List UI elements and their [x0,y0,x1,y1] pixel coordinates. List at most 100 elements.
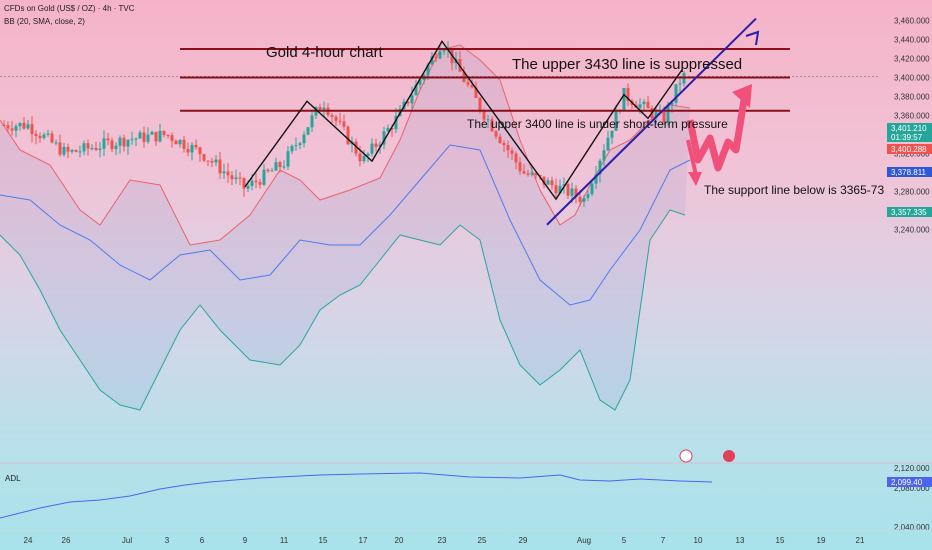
candle-body [282,166,286,168]
candle-body [642,101,646,105]
candle-body [262,169,266,185]
candle-body [586,194,590,198]
candle-body [290,145,294,152]
indicator-header[interactable]: BB (20, SMA, close, 2) [4,17,85,26]
price-tick-label: 3,440.000 [894,36,930,45]
candle-body [666,104,670,123]
candle-body [270,170,274,172]
candle-body [482,110,486,120]
annotation-3430: The upper 3430 line is suppressed [512,56,742,73]
candle-body [86,143,90,149]
candle-body [558,185,562,194]
candle-body [98,148,102,150]
candle-body [54,142,58,144]
candle-body [554,185,558,194]
candle-body [94,148,98,150]
candle-body [50,133,54,143]
candle-body [146,134,150,142]
candle-body [362,155,366,162]
candle-body [518,162,522,172]
candle-body [490,119,494,132]
flag-icon [723,450,735,462]
candle-body [370,143,374,154]
candle-body [2,125,6,126]
candle-body [206,160,210,162]
adl-tick-label: 2,080.000 [894,484,930,493]
time-tick-label: 25 [478,536,487,545]
time-tick-label: 21 [856,536,865,545]
candle-body [258,182,262,185]
candle-body [318,107,322,110]
price-tick-label: 3,240.000 [894,226,930,235]
price-tick-label: 3,280.000 [894,188,930,197]
price-tick-label: 3,360.000 [894,112,930,121]
candle-body [578,196,582,202]
candle-body [66,146,70,152]
price-tick-label: 3,420.000 [894,55,930,64]
candle-body [566,184,570,196]
candle-body [10,128,14,131]
candle-body [226,171,230,176]
candle-body [622,87,626,112]
price-badge [887,167,932,177]
candle-body [246,185,250,189]
candle-body [550,180,554,186]
candle-body [218,159,222,174]
time-tick-label: 10 [694,536,703,545]
candle-body [238,177,242,179]
time-axis[interactable]: 24 26 Jul 3 6 9 11 15 17 20 23 25 29 Aug 5 7 10 13 15 19 21 [0,529,932,545]
candle-body [266,169,270,172]
candle-body [82,143,86,152]
candle-body [514,153,518,163]
candle-body [194,144,198,148]
candle-body [374,143,378,147]
candle-body [26,124,30,129]
candle-body [142,132,146,142]
time-tick-label: 13 [736,536,745,545]
candle-body [346,126,350,145]
price-badge [887,123,932,142]
candle-body [322,107,326,110]
annotation-3400: The upper 3400 line is under short-term … [467,117,728,131]
candles [2,41,686,208]
candle-body [430,56,434,65]
candle-body [182,139,186,149]
bb-basis-line [0,144,691,306]
candle-body [210,161,214,163]
candle-body [186,148,190,153]
price-axis[interactable]: 3,460.000 3,440.000 3,420.000 3,400.000 3,38… [0,17,932,464]
chart-title: Gold 4-hour chart [266,44,384,61]
bb-upper-line [0,44,691,246]
candle-body [214,159,218,163]
candle-body [230,175,234,180]
candle-body [130,139,134,141]
adl-pane[interactable]: ADL 2,120.000 2,080.000 2,040.000 2,099.40 [0,449,932,532]
projection-arrowhead [732,84,752,108]
adl-tick-label: 2,120.000 [894,464,930,473]
candle-body [582,197,586,202]
adl-line [0,472,713,519]
annotation-support: The support line below is 3365-73 [704,183,884,197]
candle-body [158,130,162,142]
candle-body [678,83,682,85]
candle-body [442,50,446,52]
price-badge-label: 3,400.288 [891,145,927,154]
candle-body [662,112,666,123]
candle-body [122,137,126,147]
symbol-header[interactable]: CFDs on Gold (US$ / OZ) · 4h · TVC [4,4,135,13]
candle-body [242,178,246,189]
candle-body [22,122,26,129]
adl-badge-label: 2,099.40 [891,478,923,487]
candle-body [530,172,534,175]
event-icon [679,449,693,463]
candle-body [590,183,594,195]
candle-body [494,131,498,137]
candle-body [190,144,194,153]
time-tick-label: 3 [165,536,170,545]
candle-body [38,136,42,139]
candle-body [74,150,78,152]
time-tick-label: 26 [62,536,71,545]
price-badge [887,144,932,154]
